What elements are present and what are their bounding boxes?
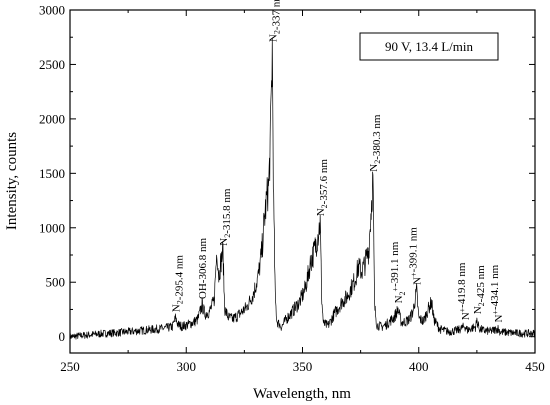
peak-label: N2-337 nm bbox=[267, 0, 282, 42]
peak-label: N2-315.8 nm bbox=[218, 188, 233, 246]
peak-label-species: N bbox=[267, 34, 279, 42]
y-tick-label: 3000 bbox=[39, 3, 65, 18]
y-tick-label: 0 bbox=[59, 329, 66, 344]
peak-label-wavelength: -419.8 nm bbox=[456, 262, 468, 308]
peak-label-wavelength: -380.3 nm bbox=[371, 114, 383, 160]
peak-label-subscript: 2 bbox=[373, 160, 382, 164]
x-tick-label: 450 bbox=[525, 359, 545, 374]
y-axis-title: Intensity, counts bbox=[4, 132, 20, 230]
x-tick-label: 250 bbox=[60, 359, 80, 374]
peak-label-species: N bbox=[171, 304, 183, 312]
peak-label-species: N bbox=[460, 312, 472, 320]
peak-label-wavelength: -295.4 nm bbox=[174, 255, 186, 301]
peak-label: N+-434.1 nm bbox=[489, 264, 505, 322]
peak-label-species: N bbox=[493, 315, 505, 323]
peak-label-superscript: + bbox=[458, 307, 467, 312]
peak-label-species: N bbox=[412, 277, 424, 285]
peak-label-superscript: + bbox=[491, 310, 500, 315]
y-tick-label: 2500 bbox=[39, 57, 65, 72]
peak-label: N+-419.8 nm bbox=[456, 262, 472, 320]
peak-label-wavelength: -399.1 nm bbox=[408, 227, 420, 273]
peak-label-wavelength: -434.1 nm bbox=[489, 264, 501, 310]
peak-label-species: N bbox=[315, 208, 327, 216]
y-tick-label: 1000 bbox=[39, 220, 65, 235]
peak-label-subscript: 2 bbox=[398, 291, 407, 295]
peak-label-species: N bbox=[368, 164, 380, 172]
peak-label-wavelength: -425 nm bbox=[475, 265, 487, 302]
y-tick-label: 1500 bbox=[39, 166, 65, 181]
axes-layer: 250 300 350 400 450 0 500 1000 1500 2000 2500 3000 bbox=[39, 3, 545, 375]
inset-box: 90 V, 13.4 L/min bbox=[359, 32, 499, 61]
peak-label-subscript: 2 bbox=[176, 300, 185, 304]
peak-label-wavelength: -391.1 nm bbox=[389, 241, 401, 287]
peak-label-superscript: + bbox=[391, 286, 400, 291]
series-layer bbox=[69, 37, 536, 341]
peak-label: N2-425 nm bbox=[472, 265, 487, 314]
peak-label-subscript: 2 bbox=[272, 30, 281, 34]
peak-label-subscript: 2 bbox=[223, 234, 232, 238]
peak-label-subscript: 2 bbox=[477, 302, 486, 306]
peak-label-species: N bbox=[472, 306, 484, 314]
peak-label-subscript: 2 bbox=[320, 204, 329, 208]
x-tick-label: 400 bbox=[409, 359, 429, 374]
peak-label: N2-295.4 nm bbox=[171, 255, 186, 313]
peak-label: OH-306.8 nm bbox=[197, 238, 209, 300]
peak-label-wavelength: -315.8 nm bbox=[221, 188, 233, 234]
peak-label-superscript: + bbox=[410, 272, 419, 277]
peak-label-wavelength: -337 nm bbox=[270, 0, 282, 30]
peak-label-layer: N2-295.4 nm OH-306.8 nm N2-315.8 nmN2-337 … bbox=[171, 0, 505, 323]
peak-label: N2-380.3 nm bbox=[368, 114, 383, 172]
y-tick-label: 2000 bbox=[39, 111, 65, 126]
peak-label-species: N bbox=[393, 295, 405, 303]
y-tick-label: 500 bbox=[46, 275, 66, 290]
x-axis-title: Wavelength, nm bbox=[253, 386, 351, 402]
peak-label-wavelength: -357.6 nm bbox=[318, 159, 330, 205]
x-tick-label: 300 bbox=[177, 359, 197, 374]
peak-label: N2-357.6 nm bbox=[315, 159, 330, 217]
peak-label-species: OH-306.8 nm bbox=[197, 238, 209, 300]
peak-label: N+-399.1 nm bbox=[408, 227, 424, 285]
inset-label: 90 V, 13.4 L/min bbox=[385, 39, 474, 54]
x-tick-label: 350 bbox=[293, 359, 313, 374]
peak-label-species: N bbox=[218, 238, 230, 246]
spectrum-line-0 bbox=[69, 37, 536, 341]
peak-label: N2+-391.1 nm bbox=[389, 241, 407, 303]
